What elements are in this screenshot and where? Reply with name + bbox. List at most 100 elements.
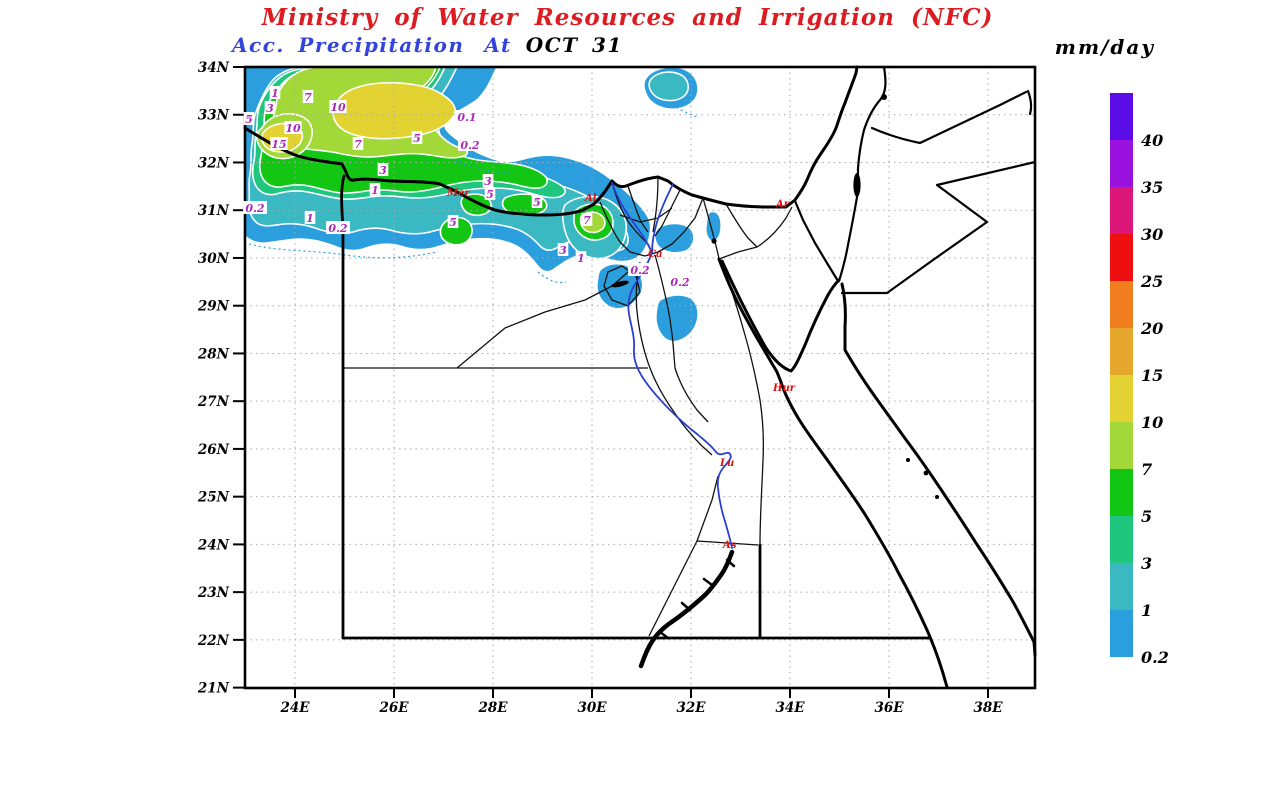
lat-label: 24N (197, 537, 230, 553)
lat-label: 26N (197, 442, 230, 458)
contour-label-box (557, 243, 569, 256)
subtitle-at: At (484, 33, 512, 57)
contour-label-box (369, 183, 381, 196)
lat-label: 30N (198, 251, 230, 267)
station-label-al: Al (584, 193, 597, 204)
contour-label-box (352, 137, 364, 150)
contour-label: 0.2 (630, 264, 649, 277)
contour-label: 1 (306, 212, 314, 225)
contour-label-box (243, 201, 267, 214)
lon-label: 32E (676, 700, 706, 716)
contour-label-box (411, 131, 423, 144)
rosetta-branch (611, 182, 653, 254)
red-sea-island (923, 470, 929, 476)
lat-label: 31N (198, 203, 230, 219)
colorbar-value: 5 (1141, 507, 1152, 526)
lat-label: 21N (197, 681, 230, 697)
contour-label-box (264, 101, 276, 114)
contour-label: 10 (330, 101, 346, 114)
contour-label-box (668, 275, 692, 288)
contour-label-box (302, 90, 314, 103)
contour-label: 1 (577, 252, 585, 265)
lat-label: 22N (197, 633, 230, 649)
lon-label: 34E (775, 700, 805, 716)
contour-label-box (377, 163, 389, 176)
station-label-as: As (722, 540, 737, 551)
contour-label: 5 (413, 132, 421, 145)
colorbar-value: 0.2 (1141, 648, 1169, 667)
contour-label: 3 (379, 164, 387, 177)
map-frame (243, 65, 1037, 690)
dead-sea (853, 173, 861, 197)
subtitle-date: OCT 31 (525, 33, 623, 57)
contour-label-box (329, 100, 347, 113)
lat-label: 27N (197, 394, 230, 410)
subtitle-variable: Acc. Precipitation (232, 33, 465, 57)
colorbar-segment (1110, 563, 1133, 610)
contour-label-box (458, 138, 482, 151)
contour-label: 5 (449, 216, 457, 229)
contour-label-box (304, 211, 316, 224)
lat-label: 28N (197, 346, 230, 362)
border-notch (1026, 89, 1033, 116)
grid-lines (245, 67, 1035, 688)
colorbar-segment (1110, 469, 1133, 516)
contour-label: 0.2 (670, 276, 689, 289)
red-sea-island (935, 495, 939, 499)
contour-label: 7 (304, 91, 312, 104)
contour-label: 0.1 (457, 111, 476, 124)
colorbar-value: 35 (1141, 178, 1163, 197)
contour-label-box (284, 121, 302, 134)
contour-label: 0.2 (328, 222, 347, 235)
lat-label: 32N (198, 155, 230, 171)
precip-blue-south-b (655, 294, 699, 343)
contour-label: 10 (285, 122, 301, 135)
contour-label-box (269, 86, 281, 99)
colorbar-segment (1110, 281, 1133, 328)
page-title: Ministry of Water Resources and Irrigati… (261, 4, 994, 31)
colorbar-value: 15 (1141, 366, 1163, 385)
contour-label: 5 (245, 113, 253, 126)
contour-label: 7 (583, 214, 591, 227)
jordan-saudi-border (840, 160, 1037, 295)
colorbar-value: 40 (1141, 131, 1163, 150)
lat-label: 34N (198, 60, 230, 76)
deadsea-aqaba-border (837, 195, 859, 283)
colorbar-value: 1 (1141, 601, 1152, 620)
contour-label: 1 (371, 184, 379, 197)
contour-label: 5 (533, 196, 541, 209)
nile-river (611, 182, 733, 549)
contour-label: 7 (354, 138, 362, 151)
contour-dashed-02 (248, 104, 700, 284)
contour-label: 1 (271, 87, 279, 100)
lat-label: 25N (197, 490, 230, 506)
colorbar-segment (1110, 375, 1133, 422)
contour-label: 3 (266, 102, 274, 115)
colorbar-segment (1110, 93, 1133, 140)
sinai-coast (720, 259, 841, 373)
contour-label-box (447, 215, 459, 228)
syria-border (870, 90, 1028, 145)
lon-label: 26E (378, 700, 409, 716)
colorbar-segment (1110, 140, 1133, 187)
precip-blue-east-delta (653, 222, 695, 254)
station-label-mer: Mer (446, 188, 470, 199)
contour-label-box (484, 187, 496, 200)
subtitle: Acc. Precipitation At OCT 31 (232, 33, 623, 57)
colorbar-segment (1110, 234, 1133, 281)
colorbar-value: 25 (1140, 272, 1163, 291)
colorbar-segment (1110, 516, 1133, 563)
colorbar-value: 30 (1141, 225, 1163, 244)
israel-egypt-border (793, 199, 840, 283)
contour-label: 5 (486, 188, 494, 201)
contour-label: 15 (271, 138, 286, 151)
station-labels: Mer Al Ar Ca Hur Lu As (446, 188, 796, 551)
red-sea-island (906, 458, 910, 462)
contour-label-box (455, 110, 479, 123)
lon-label: 24E (279, 700, 310, 716)
station-label-ar: Ar (775, 199, 790, 210)
lat-label: 33N (198, 108, 230, 124)
station-label-hur: Hur (772, 383, 796, 394)
units-label: mm/day (1054, 35, 1155, 59)
